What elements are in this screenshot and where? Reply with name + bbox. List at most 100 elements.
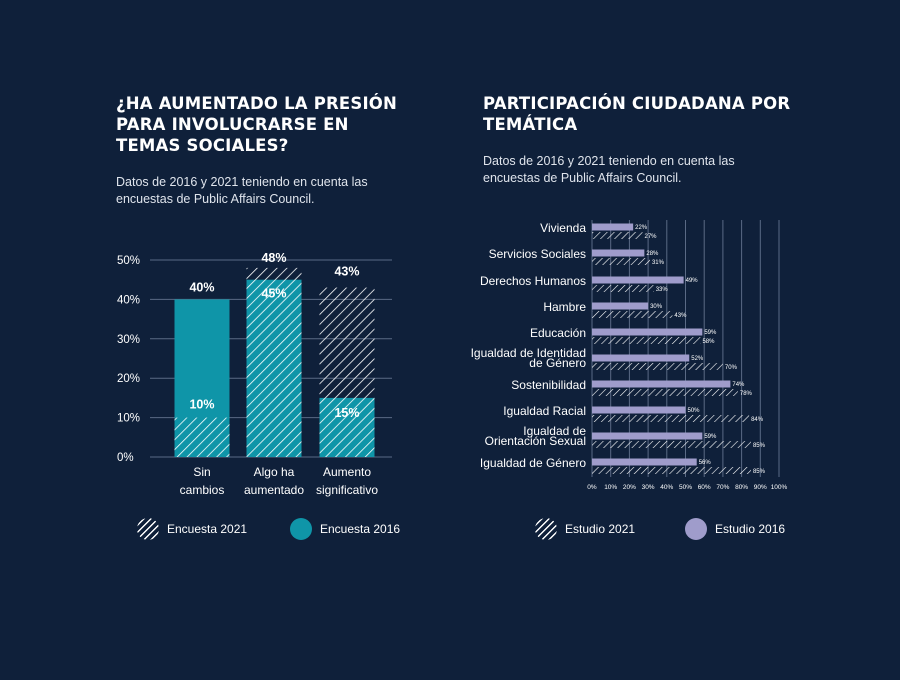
- y-tick-label: 40%: [117, 294, 140, 306]
- bar-estudio-2021: [592, 232, 643, 239]
- data-label-2016: 59%: [704, 434, 717, 440]
- data-label-2016: 22%: [635, 225, 648, 231]
- solid-purple-swatch-icon: [685, 518, 707, 540]
- x-tick-label: 20%: [623, 484, 636, 491]
- data-label-2021: 85%: [753, 443, 766, 449]
- right-chart-title: PARTICIPACIÓN CIUDADANA POR TEMÁTICA: [483, 94, 791, 134]
- bar-hatched: [246, 267, 302, 457]
- y-category-label: de Género: [529, 356, 586, 370]
- y-category-label: Derechos Humanos: [480, 274, 586, 288]
- y-category-label: Orientación Sexual: [485, 434, 586, 448]
- legend-label-2021: Encuesta 2021: [167, 522, 248, 536]
- x-tick-label: 10%: [604, 484, 617, 491]
- bar-estudio-2016: [592, 328, 703, 336]
- y-category-label: Igualdad de Género: [480, 456, 586, 470]
- data-label-2021: 10%: [189, 398, 214, 412]
- hatched-swatch-icon: [137, 518, 159, 540]
- bar-estudio-2016: [592, 432, 703, 440]
- bar-estudio-2021: [592, 337, 701, 344]
- data-label-2021: 84%: [751, 417, 764, 423]
- data-label-2016: 59%: [704, 330, 717, 336]
- data-label-2016: 50%: [688, 408, 701, 414]
- x-tick-label: Sin: [193, 465, 210, 479]
- bar-estudio-2021: [592, 311, 673, 318]
- x-tick-label: 80%: [735, 484, 748, 491]
- y-tick-label: 30%: [117, 334, 140, 346]
- x-tick-label: 40%: [660, 484, 673, 491]
- x-tick-label: 30%: [642, 484, 655, 491]
- bar-estudio-2021: [592, 363, 723, 370]
- x-tick-label: 100%: [771, 484, 788, 491]
- bar-estudio-2021: [592, 467, 751, 474]
- bar-estudio-2016: [592, 276, 684, 284]
- x-tick-label: aumentado: [244, 483, 304, 497]
- bar-estudio-2016: [592, 249, 645, 257]
- bar-estudio-2021: [592, 415, 750, 422]
- left-chart-subtitle: Datos de 2016 y 2021 teniendo en cuenta …: [116, 175, 368, 206]
- legend-label-estudio-2021: Estudio 2021: [565, 522, 636, 536]
- y-tick-label: 50%: [117, 255, 140, 267]
- x-tick-label: Aumento: [323, 465, 371, 479]
- hatched-swatch-icon: [535, 518, 557, 540]
- data-label-2016: 56%: [699, 460, 712, 466]
- data-label-2021: 43%: [334, 265, 359, 279]
- y-tick-label: 20%: [117, 373, 140, 385]
- horizontal-bar-chart: 0% 10% 20% 30% 40% 50% 60% 70% 80% 90% 100% 22% 27% V…: [471, 220, 788, 491]
- y-category-label: Igualdad Racial: [503, 404, 586, 418]
- bar-hatched: [174, 417, 230, 457]
- data-label-2021: 43%: [674, 313, 687, 319]
- legend-label-estudio-2016: Estudio 2016: [715, 522, 786, 536]
- data-label-2021: 31%: [652, 260, 665, 266]
- data-label-2016: 52%: [691, 356, 704, 362]
- y-category-label: Sostenibilidad: [511, 378, 586, 392]
- bar-estudio-2016: [592, 223, 634, 231]
- x-tick-label: 70%: [716, 484, 729, 491]
- x-tick-label: 50%: [679, 484, 692, 491]
- y-category-label: Educación: [530, 326, 586, 340]
- data-label-2021: 48%: [261, 251, 286, 265]
- legend-estudio-2021: Estudio 2021: [535, 518, 635, 540]
- bar-estudio-2016: [592, 354, 690, 362]
- left-chart-panel: ¿HA AUMENTADO LA PRESIÓN PARA INVOLUCRAR…: [116, 94, 400, 540]
- legend-encuesta-2016: Encuesta 2016: [290, 518, 400, 540]
- legend-label-2016: Encuesta 2016: [320, 522, 401, 536]
- bar-estudio-2016: [592, 458, 697, 466]
- y-category-label: Servicios Sociales: [489, 247, 586, 261]
- data-label-2016: 74%: [732, 382, 745, 388]
- x-tick-label: 60%: [698, 484, 711, 491]
- data-label-2016: 30%: [650, 304, 663, 310]
- vertical-bar-chart: 0% 10% 20% 30% 40% 50% 40% 10% Sin cambios 45% 48% A…: [117, 251, 392, 497]
- data-label-2021: 78%: [740, 391, 753, 397]
- x-tick-label: significativo: [316, 483, 378, 497]
- x-tick-label: 0%: [587, 484, 597, 491]
- data-label-2021: 27%: [644, 234, 657, 240]
- solid-teal-swatch-icon: [290, 518, 312, 540]
- y-category-label: Hambre: [543, 300, 586, 314]
- bar-estudio-2016: [592, 380, 731, 388]
- right-chart-panel: PARTICIPACIÓN CIUDADANA POR TEMÁTICA Dat…: [450, 0, 900, 680]
- data-label-2016: 15%: [334, 406, 359, 420]
- bar-estudio-2016: [592, 406, 686, 414]
- data-label-2021: 70%: [725, 365, 738, 371]
- data-label-2021: 85%: [753, 469, 766, 475]
- y-tick-label: 0%: [117, 452, 134, 464]
- x-tick-label: 90%: [754, 484, 767, 491]
- bar-estudio-2021: [592, 285, 654, 292]
- y-category-label: Igualdad de: [523, 424, 586, 438]
- data-label-2021: 33%: [656, 287, 669, 293]
- data-label-2016: 40%: [189, 280, 214, 294]
- right-chart-subtitle: Datos de 2016 y 2021 teniendo en cuenta …: [483, 154, 735, 185]
- bar-estudio-2021: [592, 441, 751, 448]
- bar-estudio-2021: [592, 258, 650, 265]
- x-tick-label: Algo ha: [254, 465, 295, 479]
- bar-estudio-2021: [592, 389, 738, 396]
- left-chart-title: ¿HA AUMENTADO LA PRESIÓN PARA INVOLUCRAR…: [116, 94, 398, 155]
- legend-estudio-2016: Estudio 2016: [685, 518, 785, 540]
- data-label-2016: 49%: [686, 278, 699, 284]
- legend-encuesta-2021: Encuesta 2021: [137, 518, 247, 540]
- y-tick-label: 10%: [117, 413, 140, 425]
- bar-estudio-2016: [592, 302, 649, 310]
- data-label-2016: 28%: [646, 251, 659, 257]
- data-label-2021: 58%: [702, 339, 715, 345]
- data-label-2016: 45%: [261, 287, 286, 301]
